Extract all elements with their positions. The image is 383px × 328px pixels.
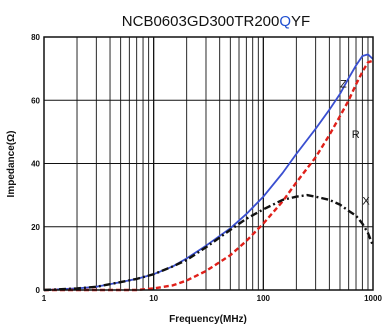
y-tick-label: 80: [31, 33, 40, 42]
y-tick-label: 60: [31, 96, 40, 105]
x-tick-label: 1000: [364, 294, 382, 303]
chart-title-accent: Q: [279, 13, 291, 30]
y-tick-label: 20: [31, 223, 40, 232]
x-axis-label: Frequency(MHz): [169, 314, 247, 325]
x-tick-label: 10: [149, 294, 158, 303]
series-labels: Z R X: [340, 79, 370, 208]
plot-frame: [43, 36, 374, 291]
series-z-line: [43, 53, 374, 291]
y-axis-label: Impedance(Ω): [6, 131, 17, 198]
x-tick-label: 1: [42, 294, 47, 303]
tick-labels: 1 10 100 1000 0 20 40 60 80: [31, 33, 382, 303]
chart-title: NCB0603GD300TR200QYF: [122, 13, 310, 30]
x-tick-label: 100: [257, 294, 271, 303]
y-tick-label: 40: [31, 160, 40, 169]
series-r-line: [44, 59, 374, 292]
series-r-label: R: [352, 129, 360, 141]
grid-lines: [44, 37, 373, 290]
y-tick-label: 0: [36, 286, 41, 295]
series-lines: [43, 53, 375, 292]
chart-title-part-end: YF: [291, 13, 310, 30]
series-x-line: [43, 193, 375, 292]
series-z-label: Z: [340, 79, 347, 91]
series-x-label: X: [362, 196, 370, 208]
chart-title-part: NCB0603GD300TR200: [122, 13, 280, 30]
